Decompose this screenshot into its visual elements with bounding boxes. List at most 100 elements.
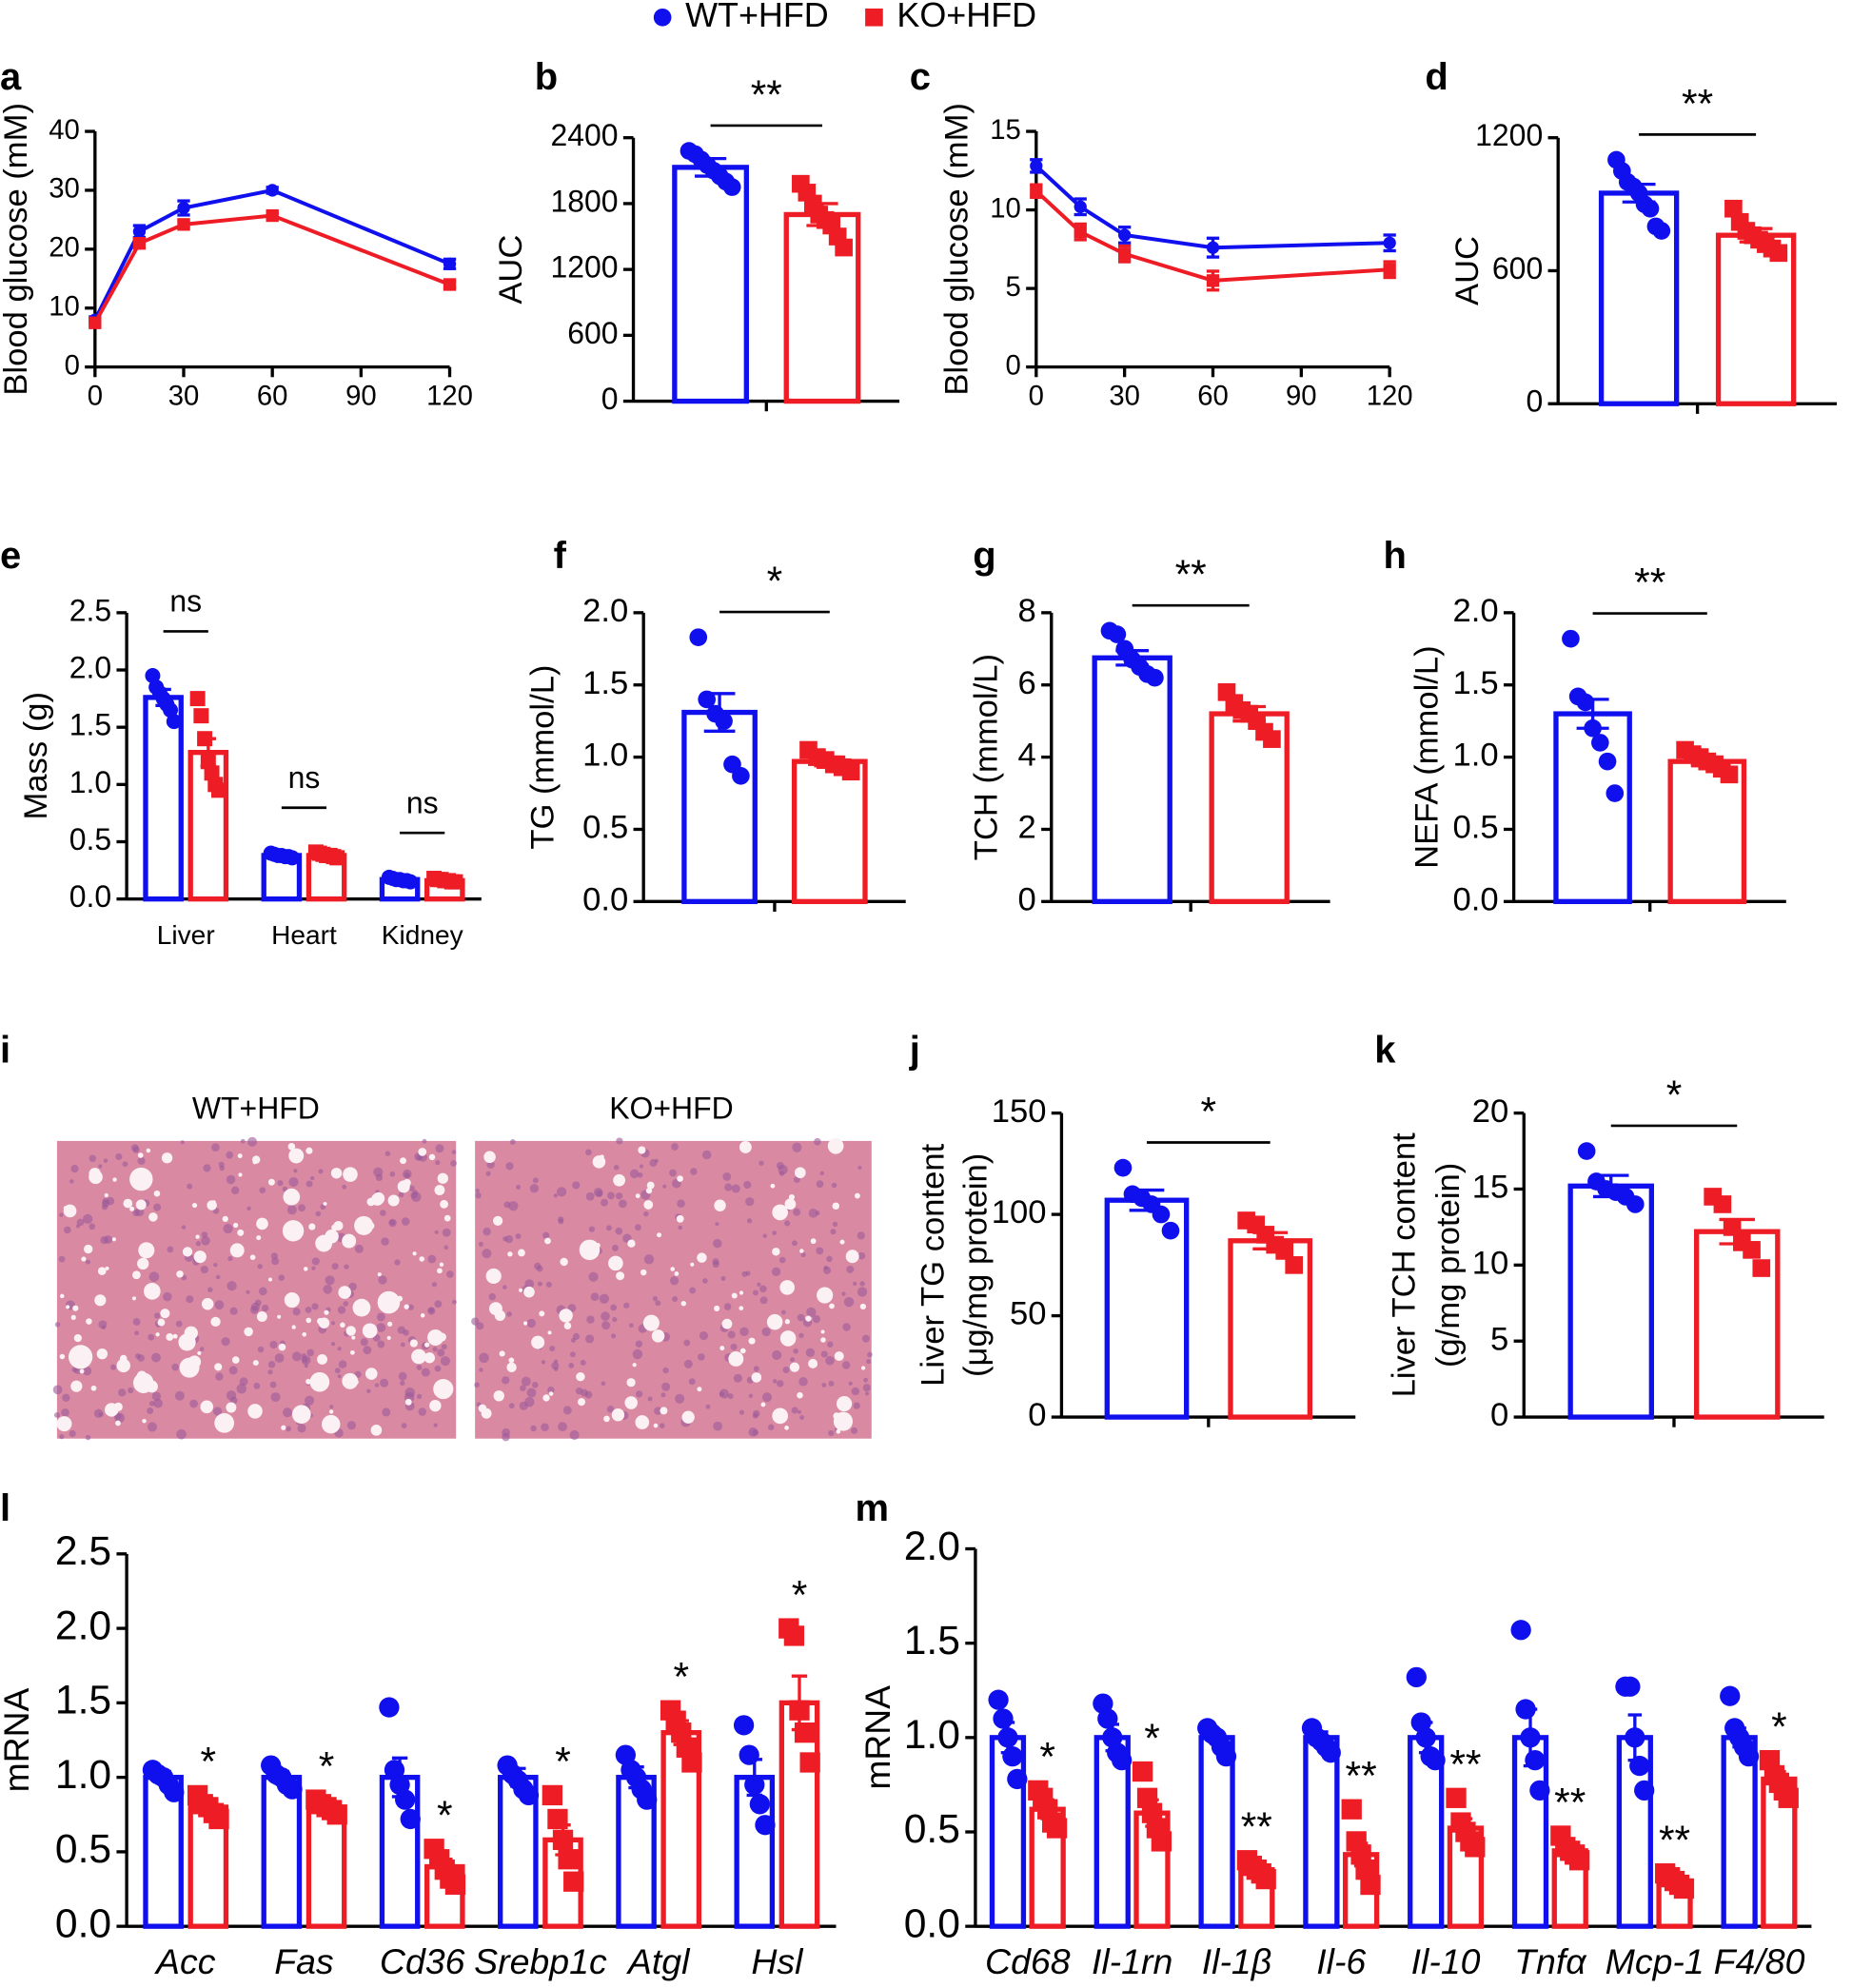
data-point <box>722 178 741 196</box>
data-point <box>1132 1761 1153 1782</box>
micrograph-cell <box>163 1291 172 1302</box>
micrograph-cell <box>611 1333 617 1339</box>
lipid-droplet <box>172 1333 178 1339</box>
lipid-droplet <box>635 1415 650 1429</box>
significance-label: * <box>201 1740 217 1785</box>
micrograph-cell <box>203 1164 211 1172</box>
significance-label: ** <box>1175 552 1207 598</box>
lipid-droplet <box>810 1238 817 1245</box>
micrograph-cell <box>613 1165 620 1171</box>
data-point <box>547 1808 568 1830</box>
data-point <box>443 257 457 270</box>
micrograph-cell <box>722 1172 732 1181</box>
micrograph-cell <box>558 1218 564 1225</box>
data-point <box>997 1727 1018 1748</box>
bar <box>261 1774 303 1929</box>
micrograph-cell <box>151 1391 162 1401</box>
micrograph-cell <box>71 1367 78 1373</box>
significance-label: ** <box>1241 1804 1272 1850</box>
micrograph-cell <box>519 1401 528 1410</box>
lipid-droplet <box>739 1306 744 1311</box>
lipid-droplet <box>191 1202 198 1209</box>
lipid-droplet <box>635 1193 640 1199</box>
legend-label: KO+HFD <box>896 0 1036 34</box>
lipid-droplet <box>437 1268 443 1274</box>
lipid-droplet <box>338 1286 351 1299</box>
lipid-droplet <box>282 1220 305 1242</box>
lipid-droplet <box>697 1387 702 1392</box>
micrograph-cell <box>615 1192 623 1200</box>
micrograph-cell <box>805 1348 816 1357</box>
micrograph-cell <box>793 1176 800 1184</box>
micrograph-cell <box>471 1317 480 1326</box>
lipid-droplet <box>291 1325 296 1329</box>
micrograph-cell <box>382 1407 391 1417</box>
micrograph-cell <box>89 1154 97 1162</box>
y-tick-label: 2.0 <box>1453 593 1499 629</box>
data-point <box>993 1708 1014 1729</box>
significance-label: ** <box>1346 1753 1377 1799</box>
micrograph-cell <box>508 1403 515 1409</box>
micrograph-cell <box>862 1384 871 1392</box>
data-point <box>698 690 717 709</box>
y-axis-label: Liver TG content <box>915 1143 951 1386</box>
micrograph-cell <box>432 1347 438 1352</box>
micrograph-cell <box>851 1427 858 1434</box>
lipid-droplet <box>386 1335 391 1340</box>
lipid-droplet <box>638 1146 646 1154</box>
micrograph-cell <box>301 1353 306 1359</box>
micrograph-cell <box>814 1137 821 1146</box>
micrograph-cell <box>572 1181 581 1190</box>
micrograph-cell <box>635 1224 641 1231</box>
lipid-droplet <box>129 1206 135 1211</box>
bar <box>681 709 758 904</box>
y-tick-label: 30 <box>49 173 80 205</box>
lipid-droplet <box>506 1362 517 1372</box>
panel-label: m <box>855 1487 889 1529</box>
micrograph-cell <box>297 1424 306 1433</box>
micrograph-cell <box>485 1171 491 1176</box>
micrograph-cell <box>677 1199 685 1209</box>
significance-label: ns <box>406 785 439 819</box>
micrograph-cell <box>647 1396 653 1402</box>
micrograph-cell <box>201 1231 208 1238</box>
lipid-droplet <box>739 1348 746 1354</box>
lipid-droplet <box>627 1239 636 1248</box>
y-tick-label: 1.0 <box>69 765 111 799</box>
panel-label: a <box>0 56 22 98</box>
significance-label: * <box>673 1654 689 1700</box>
lipid-droplet <box>104 1192 108 1198</box>
micrograph-cell <box>585 1191 595 1201</box>
micrograph-cell <box>378 1275 387 1285</box>
data-point <box>145 668 161 684</box>
data-point <box>1520 1727 1541 1748</box>
micrograph-cell <box>532 1177 539 1184</box>
y-tick-label: 0 <box>601 382 619 416</box>
micrograph-cell <box>154 1312 161 1319</box>
micrograph-cell <box>753 1289 759 1296</box>
data-point <box>1206 241 1220 254</box>
lipid-droplet <box>760 1402 766 1407</box>
lipid-droplet <box>547 1330 552 1335</box>
lipid-droplet <box>576 1372 585 1382</box>
lipid-droplet <box>507 1251 513 1257</box>
micrograph-cell <box>101 1204 108 1211</box>
lipid-droplet <box>560 1257 568 1267</box>
lipid-droplet <box>288 1148 305 1164</box>
lipid-droplet <box>138 1242 155 1259</box>
micrograph-cell <box>702 1278 708 1284</box>
lipid-droplet <box>819 1292 827 1300</box>
micrograph-cell <box>137 1156 146 1165</box>
micrograph-cell <box>596 1190 603 1197</box>
data-point <box>400 1808 421 1830</box>
micrograph-cell <box>588 1226 596 1232</box>
micrograph-cell <box>798 1332 804 1339</box>
lipid-droplet <box>542 1394 550 1402</box>
lipid-droplet <box>201 1297 214 1310</box>
micrograph-cell <box>554 1359 559 1364</box>
lipid-droplet <box>739 1141 752 1153</box>
micrograph-cell <box>200 1265 208 1274</box>
micrograph-cell <box>435 1160 441 1166</box>
lipid-droplet <box>323 1201 327 1206</box>
lipid-droplet <box>397 1295 404 1302</box>
